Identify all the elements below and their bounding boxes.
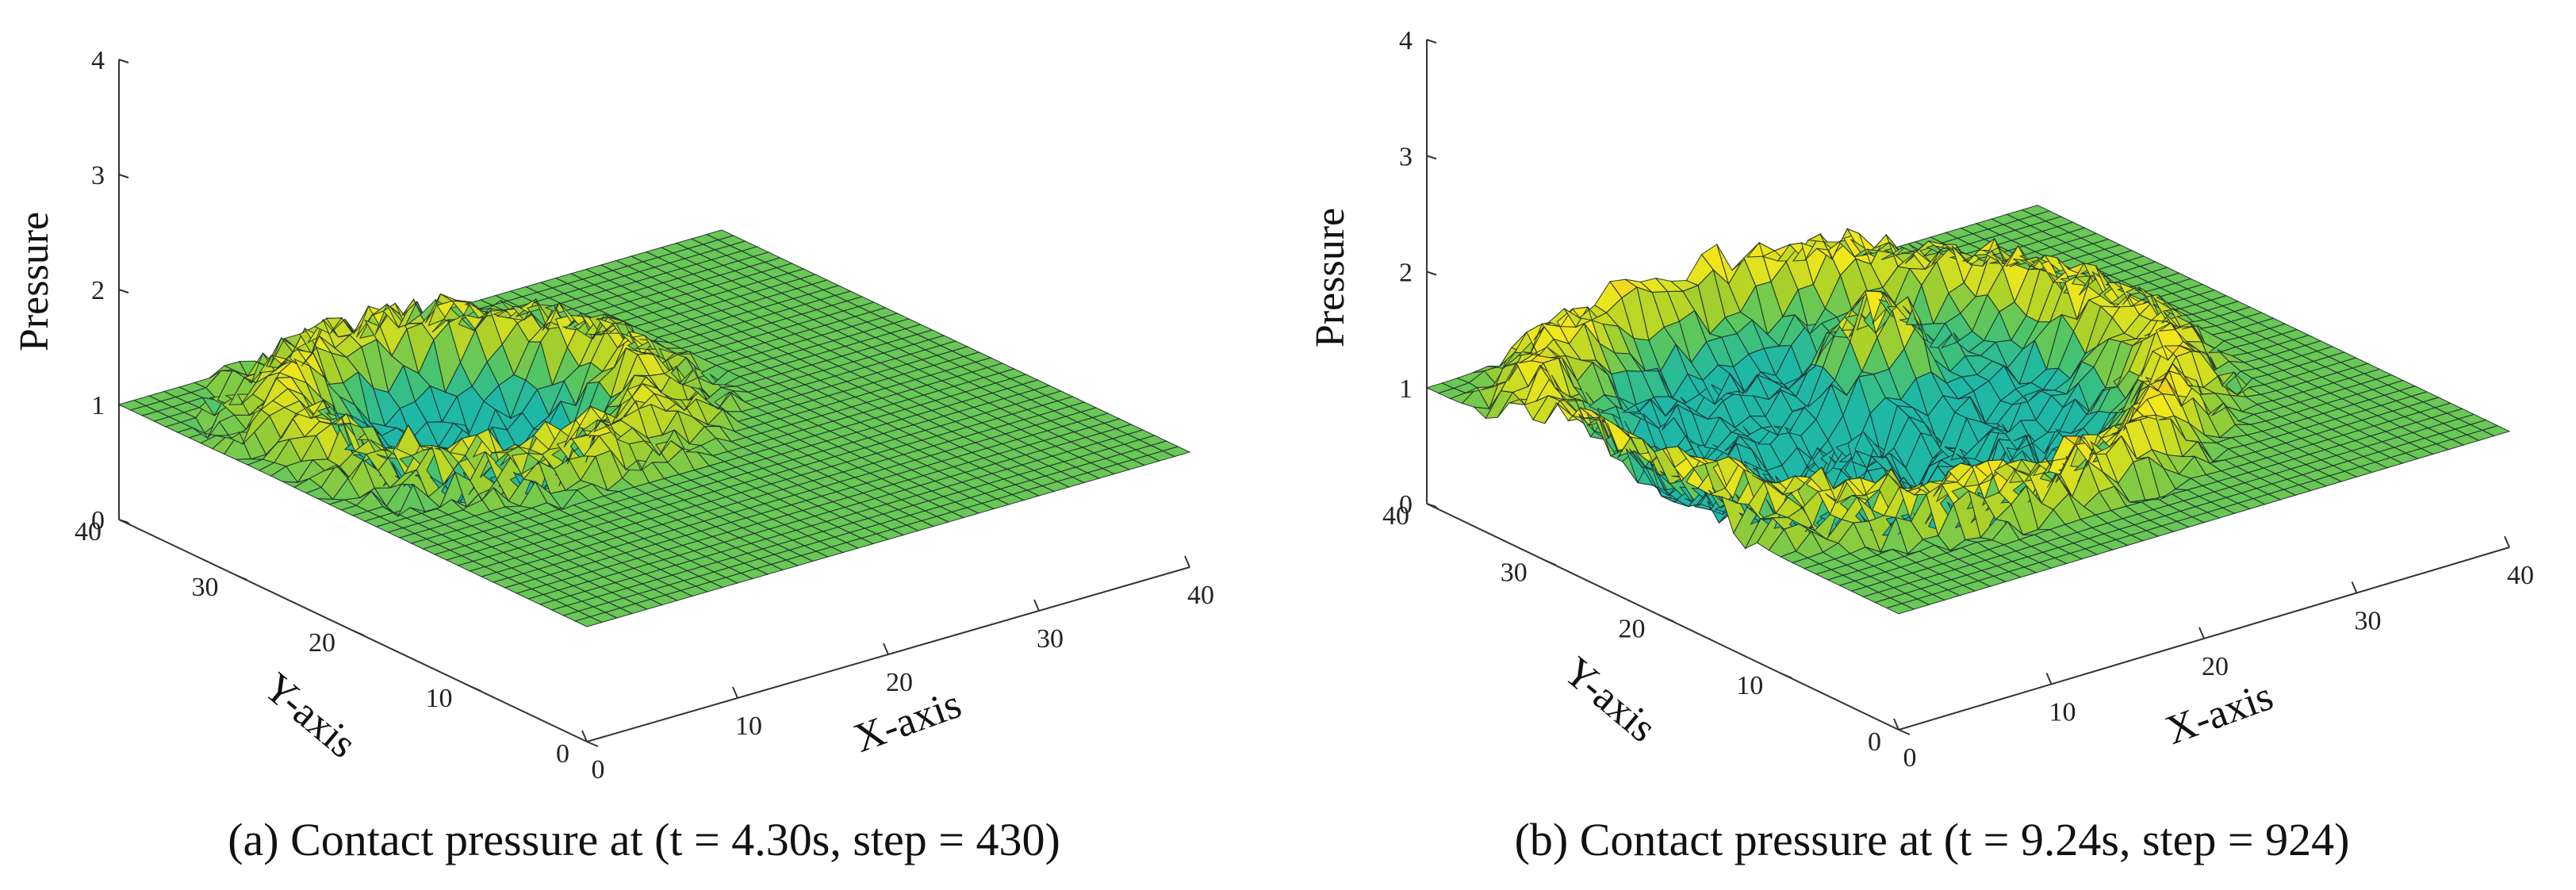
y-tick-label: 40	[1382, 501, 1409, 531]
y-tick	[1544, 559, 1557, 566]
surface-mesh	[1425, 205, 2511, 615]
x-tick	[1893, 718, 1899, 731]
x-tick-label: 10	[735, 712, 762, 741]
y-tick-label: 30	[1501, 558, 1528, 587]
y-tick-label: 40	[75, 517, 102, 547]
x-tick	[1033, 599, 1040, 612]
x-tick-label: 40	[1187, 581, 1214, 610]
x-tick-label: 40	[2507, 561, 2534, 590]
z-tick	[1426, 270, 1437, 276]
z-axis-label: Pressure	[12, 212, 57, 351]
y-tick	[470, 685, 481, 692]
y-tick-label: 10	[426, 684, 453, 713]
z-axis-label: Pressure	[1308, 208, 1353, 347]
y-tick	[352, 630, 365, 636]
y-tick-label: 0	[1868, 727, 1881, 757]
y-tick-label: 20	[1619, 615, 1646, 644]
z-tick-label: 2	[1399, 259, 1413, 288]
x-tick-label: 20	[886, 668, 913, 697]
surface-chart-b: 0 1 2 3 4 0 10 20 30 40 0 10 20 30 40 Pressure Y-axis X-a…	[1288, 0, 2576, 809]
z-tick-label: 2	[91, 276, 105, 305]
x-tick-label: 0	[592, 755, 605, 785]
x-tick	[2504, 535, 2510, 548]
y-tick-label: 10	[1736, 671, 1763, 700]
z-tick-label: 0	[91, 506, 105, 535]
y-tick-label: 20	[309, 628, 335, 658]
z-tick-label: 1	[91, 391, 105, 420]
x-tick	[883, 643, 889, 655]
y-tick	[1780, 672, 1792, 679]
x-tick-label: 10	[2049, 698, 2076, 727]
z-tick	[1426, 39, 1437, 44]
surface-mesh	[117, 229, 1191, 627]
y-tick	[1426, 503, 1439, 509]
x-tick	[2351, 581, 2358, 593]
x-axis-label: X-axis	[2160, 673, 2279, 754]
y-axis-label: Y-axis	[1554, 649, 1664, 751]
z-tick	[1426, 155, 1437, 160]
x-tick	[1184, 555, 1190, 568]
y-tick-label: 0	[556, 739, 569, 769]
x-tick	[732, 686, 738, 699]
chart-caption-b: (b) Contact pressure at (t = 9.24s, step…	[1514, 814, 2350, 865]
z-tick	[118, 174, 129, 178]
chart-caption-a: (a) Contact pressure at (t = 4.30s, step…	[228, 814, 1060, 865]
x-tick-label: 30	[2355, 607, 2382, 636]
x-tick	[2045, 673, 2053, 685]
y-tick	[118, 519, 131, 525]
y-axis-label: Y-axis	[255, 665, 364, 767]
z-tick	[118, 289, 129, 293]
z-tick-label: 0	[1399, 490, 1413, 520]
y-tick	[586, 741, 599, 747]
x-tick-label: 20	[2202, 652, 2229, 681]
y-tick	[236, 574, 247, 581]
z-tick-label: 1	[1399, 374, 1413, 404]
x-tick-label: 30	[1037, 624, 1064, 654]
z-tick-label: 3	[1399, 142, 1413, 171]
z-tick	[118, 59, 129, 63]
z-tick-label: 3	[91, 161, 105, 190]
surface-cell	[1161, 446, 1191, 458]
surface-cell	[2481, 425, 2511, 437]
y-tick	[1662, 616, 1674, 623]
y-tick	[1898, 729, 1911, 735]
x-tick	[2198, 627, 2205, 639]
x-tick-label: 0	[1903, 743, 1917, 773]
surface-chart-a: 0 1 2 3 4 0 10 20 30 40 0 10 20 30 40 Pressure Y-axis X-a…	[0, 0, 1288, 809]
z-tick-label: 4	[91, 46, 105, 75]
x-tick	[581, 730, 588, 742]
y-tick-label: 30	[192, 573, 219, 602]
z-tick-label: 4	[1399, 26, 1413, 56]
